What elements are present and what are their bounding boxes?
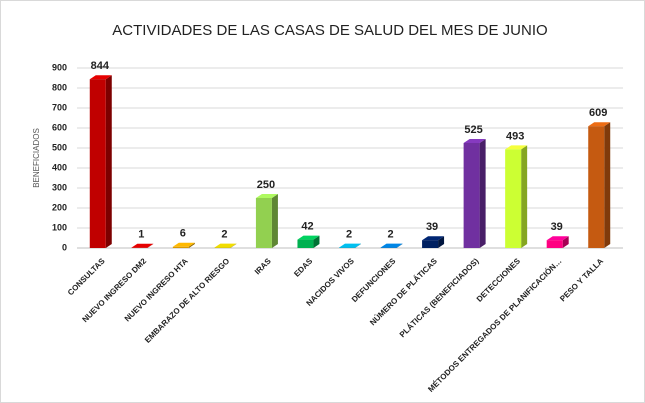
bar-side [188,242,195,248]
y-tick-label: 300 [52,182,67,192]
bar-side [438,236,445,248]
bar-side [230,243,237,248]
bar [546,240,563,248]
bar-side [355,243,361,248]
y-tick-label: 600 [52,122,67,132]
bar [172,246,189,248]
bar-side [396,243,403,248]
bar [463,143,480,248]
bar-side [105,75,112,248]
bar [588,126,605,248]
bar-top [339,243,361,248]
y-tick-label: 400 [52,162,67,172]
bar-top [463,139,486,143]
bar-top [297,235,320,240]
value-label: 42 [301,221,313,233]
bar-side [147,243,154,248]
bar-top [588,122,611,127]
bar-top [255,194,278,198]
bar-top [546,236,569,241]
value-label: 39 [426,221,438,233]
y-tick-label: 800 [52,82,67,92]
value-label: 1 [138,229,144,241]
bar-side [479,139,486,248]
bar [89,79,106,248]
bar-side [562,236,569,248]
bar-top [505,145,528,150]
value-label: 6 [180,228,186,240]
value-label: 844 [91,60,110,72]
value-label: 2 [387,229,393,241]
bar [255,198,272,248]
y-axis-label: BENEFICIADOS [32,128,41,188]
bar-side [521,145,528,248]
y-tick-label: 900 [52,62,67,72]
value-label: 2 [346,229,352,241]
y-tick-label: 700 [52,102,67,112]
bar-top [422,236,445,241]
bar [505,149,522,248]
bar-side [604,122,611,248]
y-tick-label: 500 [52,142,67,152]
bar-side [313,235,320,248]
value-label: 250 [257,179,275,191]
y-tick-label: 100 [52,222,67,232]
value-label: 609 [589,107,607,119]
bar [422,240,439,248]
chart-title: ACTIVIDADES DE LAS CASAS DE SALUD DEL ME… [112,22,547,39]
y-tick-label: 0 [62,242,67,252]
bar-top [214,243,237,248]
value-label: 525 [464,124,482,136]
bar-top [172,242,195,247]
value-label: 2 [221,229,227,241]
bar-top [380,243,403,248]
bar [297,239,314,248]
bar-side [271,194,278,248]
y-tick-label: 200 [52,202,67,212]
value-label: 493 [506,130,524,142]
value-label: 39 [551,221,563,233]
bar-top [89,75,112,80]
bar-top [131,243,154,248]
